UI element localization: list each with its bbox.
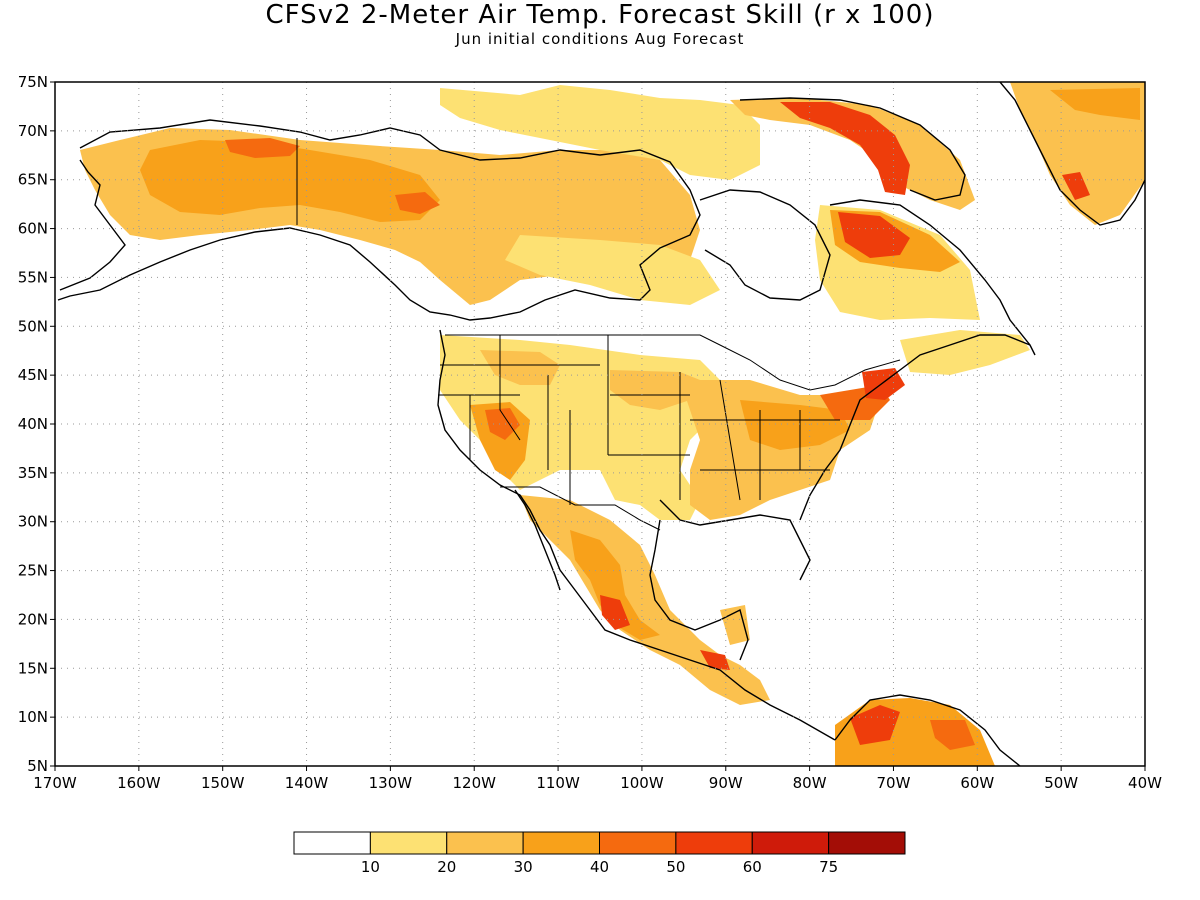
shade-newengland (862, 368, 905, 400)
shade-arctic (440, 85, 760, 180)
shade-central-us (610, 370, 700, 410)
lon-tick-label: 70W (877, 774, 911, 792)
colorbar-swatch (751, 831, 830, 855)
lon-tick-label: 130W (369, 774, 413, 792)
colorbar-label: 75 (819, 858, 838, 876)
colorbar-swatch (675, 831, 753, 855)
colorbar-swatch (293, 831, 371, 855)
lat-tick-label: 50N (18, 317, 48, 335)
colorbar-swatch (446, 831, 524, 855)
lat-tick-label: 40N (18, 415, 48, 433)
lat-tick-label: 60N (18, 220, 48, 238)
lon-tick-label: 160W (117, 774, 161, 792)
shade-mexico (520, 495, 770, 705)
lat-tick-label: 30N (18, 513, 48, 531)
colorbar-swatch (599, 831, 677, 855)
lat-tick-label: 15N (18, 659, 48, 677)
shade-alaska-core (225, 138, 300, 158)
coastline-gulf (659, 499, 811, 581)
shade-guatemala (700, 650, 730, 670)
coastline-alaska (57, 119, 701, 321)
lat-tick-label: 20N (18, 610, 48, 628)
colorbar-swatch (828, 831, 906, 855)
shade-greenland (1010, 82, 1145, 225)
shade-yucatan (720, 605, 750, 645)
skill-shading (80, 82, 1145, 766)
shade-maritimes (900, 330, 1030, 375)
shade-yukon-core (395, 192, 440, 214)
lat-tick-label: 10N (18, 708, 48, 726)
lon-tick-label: 170W (33, 774, 77, 792)
lat-tick-label: 70N (18, 122, 48, 140)
longitude-labels: 170W 160W 150W 140W 130W 120W 110W 100W 90W 80W 70… (33, 766, 1162, 792)
lon-tick-label: 100W (620, 774, 664, 792)
shade-quebec-core (838, 212, 910, 258)
lat-tick-label: 55N (18, 268, 48, 286)
lat-tick-label: 65N (18, 171, 48, 189)
shade-greenland-core (1050, 88, 1140, 120)
graticule (55, 82, 1145, 766)
colorbar-swatch (522, 831, 600, 855)
shade-nevada-core (485, 408, 520, 440)
shade-alaska-inner (140, 140, 440, 222)
coastline-south-america (834, 694, 1021, 766)
lon-tick-label: 80W (793, 774, 827, 792)
coastline-mexico-gulf (649, 519, 749, 661)
shade-baffin (730, 98, 975, 210)
colorbar-label: 50 (666, 858, 685, 876)
lat-tick-label: 25N (18, 562, 48, 580)
coastline-aleutians (59, 159, 126, 291)
colorbar: 10 20 30 40 50 60 75 (293, 831, 906, 876)
shade-greenland-south (1062, 172, 1090, 200)
shade-baffin-core (780, 102, 910, 195)
shade-venezuela-east (930, 720, 975, 750)
lat-tick-label: 45N (18, 366, 48, 384)
lat-tick-label: 5N (27, 757, 48, 775)
shade-mexico-orange (570, 530, 660, 640)
coastline-hudson-bay (699, 189, 831, 301)
shade-east-us-orange (740, 400, 850, 450)
lon-tick-label: 140W (285, 774, 329, 792)
lon-tick-label: 150W (201, 774, 245, 792)
lat-tick-label: 75N (18, 73, 48, 91)
coastline-west-us (437, 329, 836, 741)
coastline-baffin (739, 97, 966, 201)
lon-tick-label: 90W (709, 774, 743, 792)
colorbar-label: 10 (361, 858, 380, 876)
latitude-labels: 75N 70N 65N 60N 55N 50N 45N 40N 35N 30N 25N 20N 15N 1… (18, 73, 55, 775)
colorbar-label: 40 (590, 858, 609, 876)
coastline-greenland (999, 82, 1145, 226)
lon-tick-label: 120W (452, 774, 496, 792)
shade-mexico-core (600, 595, 630, 630)
shade-venezuela-core (850, 705, 900, 745)
coastline-baja (514, 489, 561, 591)
coastline-labrador (829, 199, 1036, 356)
lat-tick-label: 35N (18, 464, 48, 482)
shade-hudson-west (505, 235, 720, 305)
colorbar-label: 20 (437, 858, 456, 876)
map-subtitle: Jun initial conditions Aug Forecast (455, 30, 745, 48)
lon-tick-label: 110W (536, 774, 580, 792)
colorbar-label: 60 (743, 858, 762, 876)
colorbar-label: 30 (514, 858, 533, 876)
border-canada-us (445, 334, 901, 391)
lon-tick-label: 60W (960, 774, 994, 792)
lon-tick-label: 40W (1128, 774, 1162, 792)
lon-tick-label: 50W (1044, 774, 1078, 792)
map-title: CFSv2 2-Meter Air Temp. Forecast Skill (… (265, 0, 935, 30)
border-states-1 (438, 335, 840, 505)
colorbar-swatch (369, 831, 448, 855)
